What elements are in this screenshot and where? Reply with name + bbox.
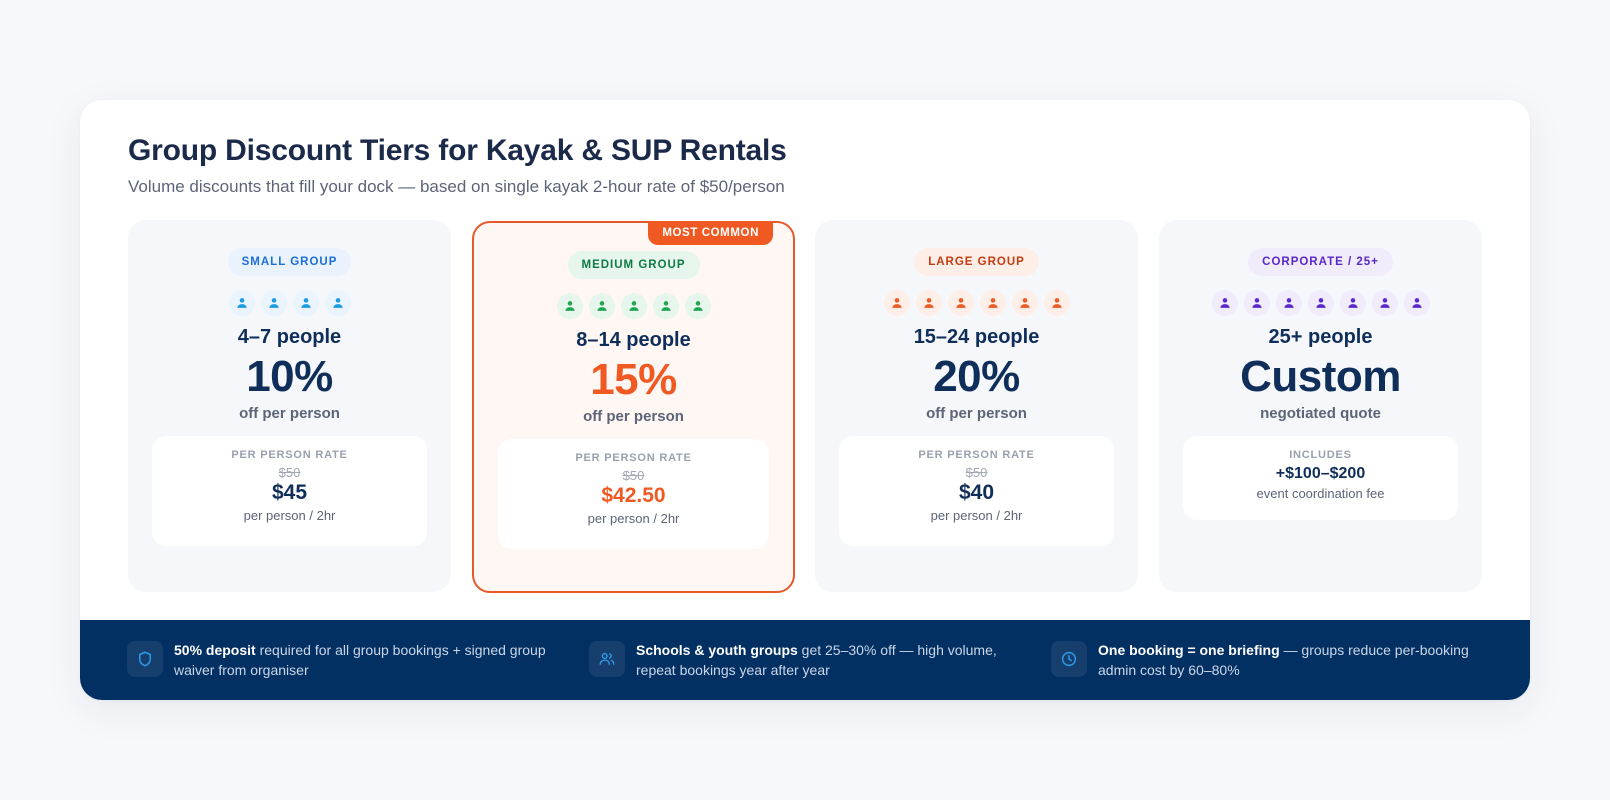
note-text: Schools & youth groups get 25–30% off — … bbox=[636, 642, 997, 678]
people-icons bbox=[128, 290, 451, 316]
person-icon bbox=[556, 293, 583, 319]
tier-card-corporate[interactable]: CORPORATE / 25+ 25+ people Custom negoti… bbox=[1159, 220, 1482, 592]
tier-range: 8–14 people bbox=[576, 329, 691, 351]
note-text: One booking = one briefing — groups redu… bbox=[1098, 642, 1469, 678]
tier-label: LARGE GROUP bbox=[914, 248, 1039, 276]
person-icon bbox=[1243, 290, 1270, 316]
tier-range: 15–24 people bbox=[913, 326, 1040, 348]
tier-discount: 20% bbox=[933, 352, 1020, 401]
tier-range: 25+ people bbox=[1268, 326, 1373, 348]
note-deposit: 50% deposit required for all group booki… bbox=[127, 640, 554, 680]
includes-value: +$100–$200 bbox=[1275, 465, 1366, 482]
person-icon bbox=[1211, 290, 1238, 316]
includes-unit: event coordination fee bbox=[1256, 486, 1385, 501]
person-icon bbox=[1403, 290, 1430, 316]
tier-card-large-group[interactable]: LARGE GROUP 15–24 people 20% off per per… bbox=[815, 220, 1138, 592]
person-icon bbox=[1371, 290, 1398, 316]
tier-range: 4–7 people bbox=[237, 326, 342, 348]
rate-label: PER PERSON RATE bbox=[231, 449, 348, 461]
tier-card-medium-group[interactable]: MOST COMMON MEDIUM GROUP 8–14 people 15%… bbox=[472, 221, 795, 593]
person-icon bbox=[1339, 290, 1366, 316]
discount-tiers-panel: Group Discount Tiers for Kayak & SUP Ren… bbox=[80, 100, 1530, 700]
page-title: Group Discount Tiers for Kayak & SUP Ren… bbox=[128, 134, 787, 167]
tier-label: SMALL GROUP bbox=[227, 248, 352, 276]
person-icon bbox=[915, 290, 942, 316]
person-icon bbox=[652, 293, 679, 319]
rate-box: PER PERSON RATE $50 $40 per person / 2hr bbox=[839, 436, 1114, 546]
person-icon bbox=[292, 290, 319, 316]
people-icons bbox=[1159, 290, 1482, 316]
note-schools: Schools & youth groups get 25–30% off — … bbox=[589, 640, 1016, 680]
footer-notes: 50% deposit required for all group booki… bbox=[80, 620, 1530, 700]
tier-card-small-group[interactable]: SMALL GROUP 4–7 people 10% off per perso… bbox=[128, 220, 451, 592]
tier-discount-sub: negotiated quote bbox=[1260, 405, 1381, 422]
person-icon bbox=[1275, 290, 1302, 316]
rate-box: PER PERSON RATE $50 $42.50 per person / … bbox=[498, 439, 769, 549]
old-price: $50 bbox=[622, 468, 645, 483]
people-icons bbox=[815, 290, 1138, 316]
tier-discount-sub: off per person bbox=[926, 405, 1027, 422]
tier-discount: 10% bbox=[246, 352, 333, 401]
users-icon bbox=[589, 641, 625, 677]
person-icon bbox=[1043, 290, 1070, 316]
old-price: $50 bbox=[965, 465, 988, 480]
includes-box: INCLUDES +$100–$200 event coordination f… bbox=[1183, 436, 1458, 520]
clock-icon bbox=[1051, 641, 1087, 677]
person-icon bbox=[684, 293, 711, 319]
person-icon bbox=[324, 290, 351, 316]
tier-discount-sub: off per person bbox=[583, 408, 684, 425]
includes-label: INCLUDES bbox=[1289, 449, 1352, 461]
rate-unit: per person / 2hr bbox=[587, 511, 680, 526]
tier-discount: Custom bbox=[1240, 352, 1401, 401]
person-icon bbox=[1011, 290, 1038, 316]
new-price: $42.50 bbox=[601, 484, 666, 507]
tier-cards: SMALL GROUP 4–7 people 10% off per perso… bbox=[128, 220, 1482, 593]
most-common-badge: MOST COMMON bbox=[648, 221, 773, 245]
tier-discount-sub: off per person bbox=[239, 405, 340, 422]
person-icon bbox=[228, 290, 255, 316]
rate-label: PER PERSON RATE bbox=[918, 449, 1035, 461]
person-icon bbox=[883, 290, 910, 316]
person-icon bbox=[947, 290, 974, 316]
people-icons bbox=[474, 293, 793, 319]
new-price: $40 bbox=[958, 481, 995, 504]
person-icon bbox=[1307, 290, 1334, 316]
person-icon bbox=[620, 293, 647, 319]
new-price: $45 bbox=[271, 481, 308, 504]
old-price: $50 bbox=[278, 465, 301, 480]
rate-unit: per person / 2hr bbox=[930, 508, 1023, 523]
shield-icon bbox=[127, 641, 163, 677]
page-subtitle: Volume discounts that fill your dock — b… bbox=[128, 177, 785, 196]
person-icon bbox=[979, 290, 1006, 316]
note-text: 50% deposit required for all group booki… bbox=[174, 642, 546, 678]
person-icon bbox=[260, 290, 287, 316]
rate-unit: per person / 2hr bbox=[243, 508, 336, 523]
tier-discount: 15% bbox=[590, 355, 677, 404]
note-briefing: One booking = one briefing — groups redu… bbox=[1051, 640, 1478, 680]
tier-label: MEDIUM GROUP bbox=[567, 251, 700, 279]
tier-label: CORPORATE / 25+ bbox=[1248, 248, 1393, 276]
person-icon bbox=[588, 293, 615, 319]
rate-label: PER PERSON RATE bbox=[575, 452, 692, 464]
rate-box: PER PERSON RATE $50 $45 per person / 2hr bbox=[152, 436, 427, 546]
